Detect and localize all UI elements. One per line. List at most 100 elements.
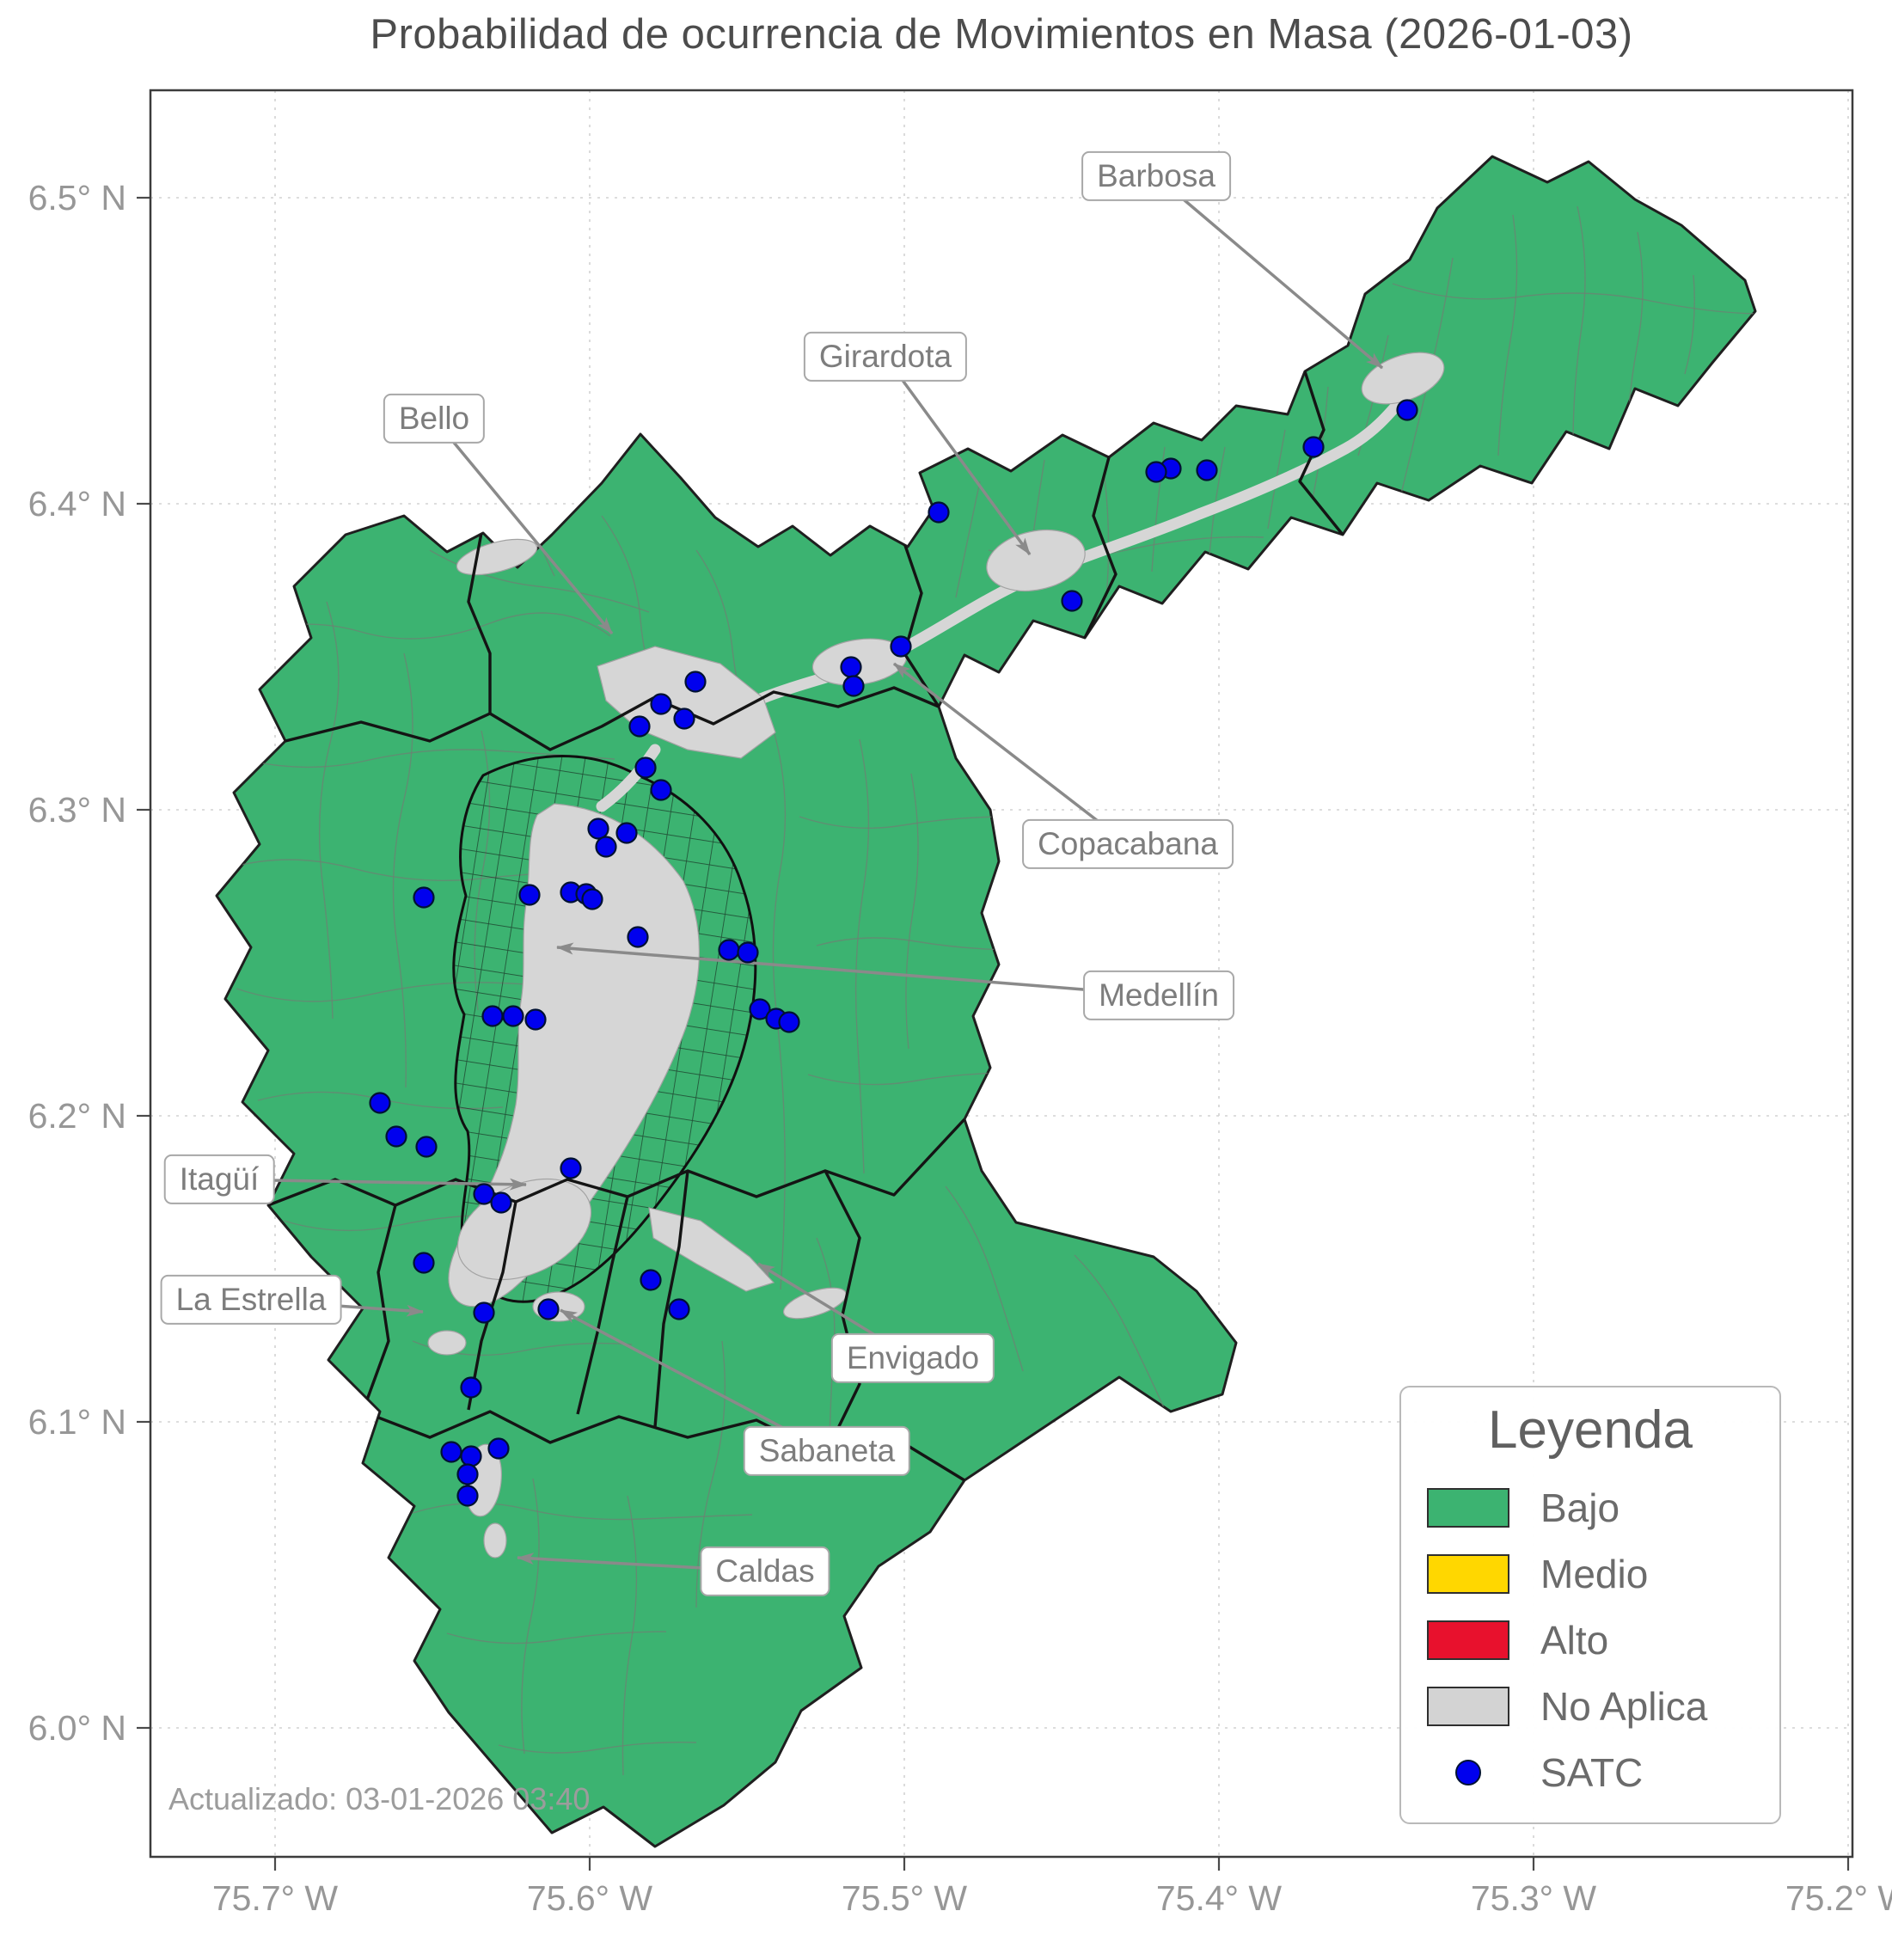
- municipal-boundaries: [267, 371, 1344, 1482]
- annotation-arrow-copacabana: [892, 662, 1130, 846]
- satc-marker: [415, 1136, 438, 1158]
- satc-marker: [581, 888, 603, 910]
- satc-marker: [842, 675, 865, 697]
- y-tick-label: 6.2° N: [28, 1096, 126, 1136]
- map-label-bello: Bello: [383, 393, 486, 444]
- annotation-arrow-girardota: [884, 355, 1032, 556]
- satc-marker: [1061, 590, 1083, 612]
- map-label-girardota: Girardota: [803, 331, 968, 383]
- satc-marker: [615, 822, 638, 844]
- x-tick-label: 75.7° W: [212, 1878, 339, 1918]
- axes-layer: 75.7° W 75.6° W 75.5° W 75.4° W 75.3° W 75.2°…: [28, 89, 1892, 1918]
- satc-marker: [518, 884, 541, 906]
- satc-marker: [1196, 459, 1218, 481]
- satc-marker: [460, 1376, 482, 1399]
- satc-marker: [1145, 461, 1167, 483]
- annotation-arrow-medellin: [556, 942, 1160, 997]
- satc-marker: [524, 1008, 547, 1031]
- satc-marker: [1302, 436, 1325, 458]
- x-tick-label: 75.5° W: [842, 1878, 968, 1918]
- satc-marker: [718, 939, 740, 961]
- y-tick-label: 6.4° N: [28, 484, 126, 524]
- satc-marker: [413, 1252, 435, 1274]
- satc-marker: [473, 1302, 495, 1324]
- page-title: Probabilidad de ocurrencia de Movimiento…: [370, 11, 1633, 58]
- legend-item-medio: Medio: [1427, 1540, 1779, 1607]
- satc-marker: [627, 926, 649, 948]
- satc-marker: [737, 941, 759, 964]
- legend-item-label: No Aplica: [1540, 1683, 1708, 1729]
- satc-marker: [490, 1191, 512, 1214]
- legend-title: Leyenda: [1488, 1400, 1693, 1460]
- satc-marker: [560, 1157, 582, 1179]
- legend-item-label: Medio: [1540, 1551, 1649, 1596]
- y-tick-label: 6.1° N: [28, 1402, 126, 1442]
- satc-marker: [460, 1445, 482, 1467]
- y-tick-label: 6.3° N: [28, 790, 126, 830]
- satc-marker: [650, 693, 672, 715]
- map-label-copacabana: Copacabana: [1022, 818, 1234, 870]
- satc-marker: [778, 1011, 800, 1033]
- legend-item-label: Bajo: [1540, 1485, 1620, 1530]
- vereda-boundaries: [227, 205, 1755, 1776]
- satc-marker: [1396, 399, 1418, 421]
- satc-marker: [595, 836, 617, 858]
- satc-dots-layer: [369, 399, 1418, 1507]
- map-label-envigado: Envigado: [830, 1332, 995, 1384]
- annotation-arrow-bello: [432, 417, 614, 635]
- legend-item-satc: SATC: [1427, 1739, 1779, 1805]
- satc-marker: [456, 1485, 479, 1507]
- satc-marker: [369, 1092, 391, 1114]
- y-tick-label: 6.5° N: [28, 178, 126, 217]
- map-label-la-estrella: La Estrella: [160, 1274, 342, 1326]
- legend-item-label: SATC: [1540, 1749, 1644, 1795]
- map-label-sabaneta: Sabaneta: [743, 1425, 911, 1477]
- map-label-barbosa: Barbosa: [1081, 150, 1231, 202]
- map-label-itagui: Itagüí: [163, 1154, 275, 1205]
- satc-marker: [481, 1005, 504, 1027]
- satc-marker: [440, 1441, 462, 1463]
- satc-marker: [650, 779, 672, 801]
- legend-swatch: [1427, 1487, 1509, 1528]
- legend-item-label: Alto: [1540, 1617, 1609, 1663]
- legend-item-alto: Alto: [1427, 1607, 1779, 1673]
- satc-marker: [840, 656, 862, 678]
- satc-marker: [668, 1298, 690, 1320]
- legend-swatch: [1427, 1620, 1509, 1660]
- annotation-arrow-barbosa: [1154, 175, 1384, 370]
- updated-timestamp: Actualizado: 03-01-2026 03:40: [168, 1781, 591, 1816]
- x-tick-label: 75.2° W: [1785, 1878, 1892, 1918]
- satc-marker: [456, 1463, 479, 1485]
- satc-marker: [749, 998, 771, 1020]
- satc-marker: [413, 886, 435, 909]
- legend-satc-dot-icon: [1455, 1759, 1481, 1785]
- satc-marker: [634, 756, 657, 779]
- legend: Leyenda Bajo Medio Alto No Aplica SATC: [1399, 1386, 1781, 1824]
- plot-frame: [149, 89, 1854, 1859]
- satc-marker: [890, 635, 912, 658]
- satc-marker: [385, 1125, 407, 1148]
- legend-swatch: [1427, 1686, 1509, 1726]
- legend-swatch: [1427, 1553, 1509, 1594]
- x-tick-label: 75.4° W: [1156, 1878, 1283, 1918]
- legend-item-bajo: Bajo: [1427, 1474, 1779, 1540]
- legend-swatch: [1427, 1759, 1509, 1785]
- satc-marker: [487, 1437, 510, 1460]
- map-label-caldas: Caldas: [700, 1546, 830, 1597]
- x-tick-label: 75.3° W: [1471, 1878, 1597, 1918]
- satc-marker: [587, 818, 609, 840]
- satc-marker: [684, 671, 707, 693]
- satc-marker: [640, 1269, 662, 1291]
- map-label-medellin: Medellín: [1083, 970, 1234, 1021]
- satc-marker: [537, 1298, 560, 1320]
- legend-item-no-aplica: No Aplica: [1427, 1673, 1779, 1739]
- y-tick-label: 6.0° N: [28, 1708, 126, 1748]
- legend-items: Bajo Medio Alto No Aplica SATC: [1401, 1474, 1779, 1805]
- x-tick-label: 75.6° W: [527, 1878, 653, 1918]
- satc-marker: [502, 1005, 524, 1027]
- satc-marker: [628, 715, 651, 738]
- satc-marker: [928, 501, 950, 524]
- satc-marker: [473, 1183, 495, 1205]
